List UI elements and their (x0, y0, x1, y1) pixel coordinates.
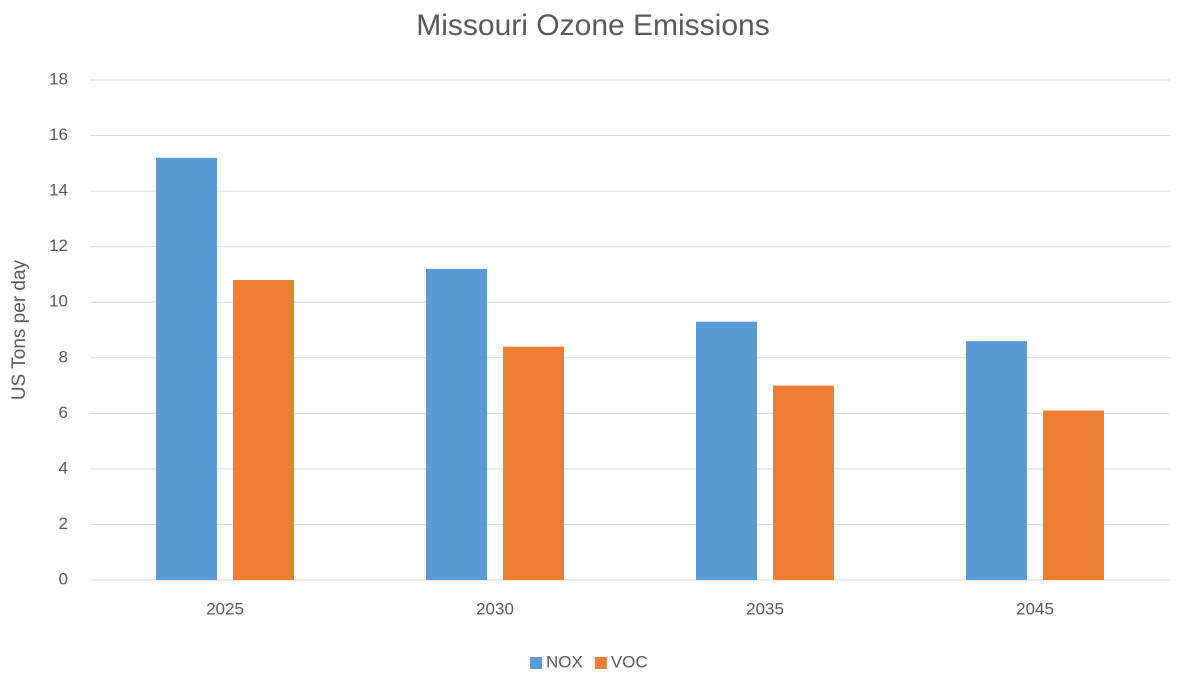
chart-title: Missouri Ozone Emissions (416, 9, 769, 42)
bar (1043, 410, 1104, 580)
bar (156, 157, 217, 580)
bar (426, 268, 487, 580)
bar (773, 385, 834, 580)
y-tick-label: 6 (59, 403, 68, 422)
y-tick-label: 2 (59, 514, 68, 533)
y-axis-label: US Tons per day (9, 259, 30, 400)
bar (696, 321, 757, 580)
bar (966, 341, 1027, 580)
legend-label: NOX (546, 652, 583, 671)
x-tick-label: 2035 (746, 599, 784, 618)
y-tick-label: 10 (49, 292, 68, 311)
legend-swatch (594, 657, 607, 669)
legend-swatch (530, 657, 542, 669)
y-tick-label: 18 (49, 69, 68, 88)
y-tick-label: 0 (59, 569, 68, 588)
y-tick-label: 8 (59, 347, 68, 366)
x-tick-label: 2030 (476, 599, 514, 618)
x-tick-label: 2025 (206, 599, 244, 618)
y-tick-label: 4 (59, 458, 68, 477)
y-tick-label: 12 (49, 236, 68, 255)
x-tick-label: 2045 (1016, 599, 1054, 618)
bar (503, 346, 564, 580)
bar (233, 280, 294, 580)
legend-label: VOC (611, 652, 648, 671)
y-tick-label: 14 (49, 181, 68, 200)
y-tick-label: 16 (49, 125, 68, 144)
